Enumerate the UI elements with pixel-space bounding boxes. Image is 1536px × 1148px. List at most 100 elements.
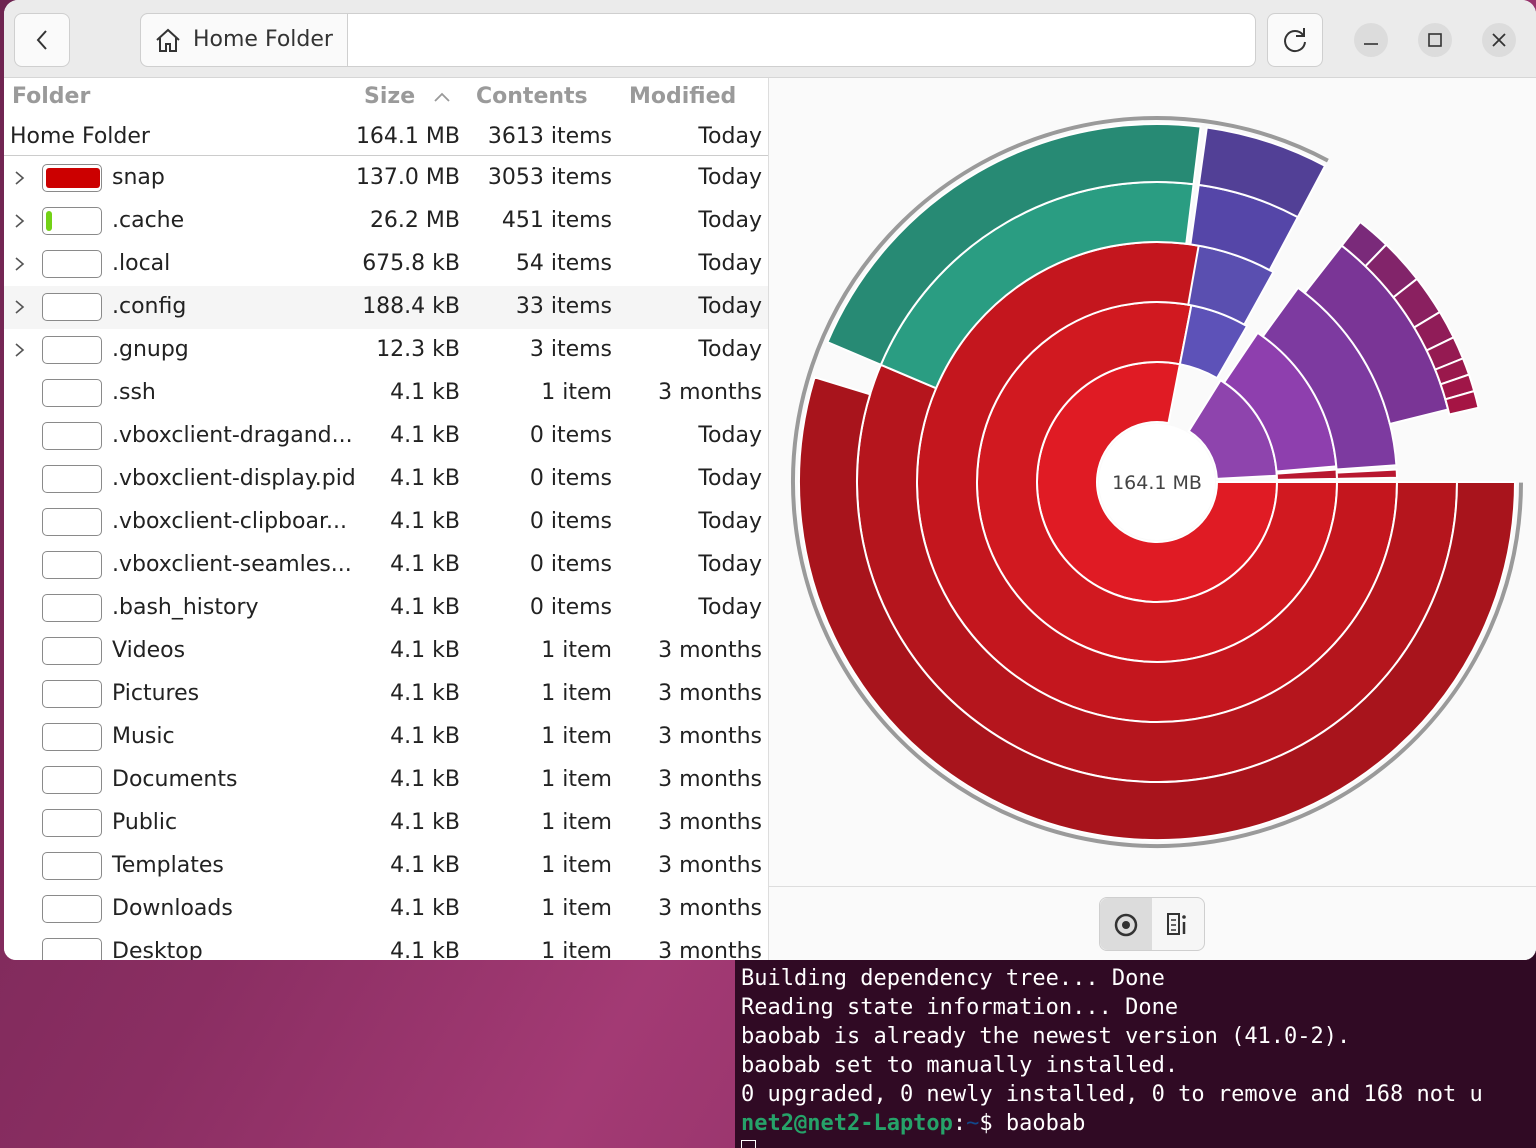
row-size: 4.1 kB (390, 896, 460, 921)
row-contents: 1 item (541, 896, 612, 921)
row-size: 4.1 kB (390, 939, 460, 960)
prompt-path: ~ (966, 1111, 980, 1136)
row-modified: Today (698, 466, 762, 491)
usage-bar (42, 637, 102, 665)
usage-fill (46, 211, 52, 231)
home-crumb[interactable]: Home Folder (140, 13, 348, 67)
back-button[interactable] (14, 13, 70, 67)
row-modified: 3 months (658, 638, 762, 663)
row-name: .ssh (112, 380, 156, 405)
row-modified: 3 months (658, 681, 762, 706)
row-modified: Today (698, 509, 762, 534)
home-icon (156, 28, 180, 52)
row-contents: 0 items (529, 466, 612, 491)
sunburst-segment[interactable] (798, 376, 1517, 841)
usage-fill (46, 168, 100, 188)
expander[interactable] (10, 297, 30, 317)
location-bar[interactable]: Home Folder (140, 13, 1256, 67)
sort-arrow (434, 92, 450, 102)
usage-bar (42, 551, 102, 579)
expander[interactable] (10, 340, 30, 360)
row-size: 137.0 MB (355, 165, 460, 190)
sunburst-segment[interactable] (1363, 243, 1419, 299)
prompt-user: net2@net2-Laptop (741, 1111, 953, 1136)
sunburst-segment[interactable] (1433, 357, 1471, 386)
row-name: snap (112, 165, 165, 190)
center-hole (1099, 424, 1215, 540)
usage-bar (42, 723, 102, 751)
outer-ring (791, 116, 1523, 848)
row-modified: 3 months (658, 810, 762, 835)
treemap-view-button[interactable] (1152, 898, 1204, 950)
refresh-icon (1284, 28, 1306, 53)
row-contents: 1 item (541, 681, 612, 706)
row-contents: 1 item (541, 810, 612, 835)
terminal-line: 0 upgraded, 0 newly installed, 0 to remo… (741, 1082, 1483, 1107)
chart-view-button[interactable] (1100, 898, 1152, 950)
maximize-button[interactable] (1418, 23, 1452, 57)
row-name: Downloads (112, 896, 233, 921)
rings-icon (1114, 913, 1138, 937)
expander[interactable] (10, 211, 30, 231)
row-size: 675.8 kB (362, 251, 460, 276)
sunburst-segment[interactable] (1197, 126, 1327, 219)
row-name: .vboxclient-dragand... (112, 423, 353, 448)
usage-bar (42, 809, 102, 837)
usage-bar (42, 465, 102, 493)
row-modified: 3 months (658, 896, 762, 921)
usage-bar (42, 594, 102, 622)
refresh-button[interactable] (1267, 13, 1323, 67)
row-name: .bash_history (112, 595, 259, 620)
location-label: Home Folder (193, 27, 333, 52)
row-size: 4.1 kB (390, 853, 460, 878)
row-contents: 1 item (541, 638, 612, 663)
terminal-line: Building dependency tree... Done (741, 966, 1165, 991)
view-switcher (1099, 897, 1205, 951)
row-size: 4.1 kB (390, 380, 460, 405)
folder-list: Folder Size Contents Modified Home Folder 164… (4, 78, 769, 960)
terminal-prompt: net2@net2-Laptop:~$ baobab (741, 1109, 1085, 1138)
row-contents: 1 item (541, 939, 612, 960)
sunburst-segment[interactable] (1391, 277, 1442, 329)
row-size: 26.2 MB (369, 208, 460, 233)
row-contents: 33 items (515, 294, 612, 319)
row-contents: 0 items (529, 552, 612, 577)
row-modified: 3 months (658, 380, 762, 405)
row-size: 12.3 kB (376, 337, 460, 362)
sunburst-chart: 164.1 MB (791, 116, 1523, 848)
row-name: Desktop (112, 939, 203, 960)
sunburst-segment[interactable] (1412, 310, 1455, 352)
minimize-button[interactable] (1354, 23, 1388, 57)
center-label: 164.1 MB (1112, 472, 1202, 494)
back-icon (36, 30, 47, 50)
row-name: .vboxclient-display.pid (112, 466, 356, 491)
total-name: Home Folder (10, 124, 150, 149)
usage-bar (42, 207, 102, 235)
row-name: Templates (112, 853, 224, 878)
row-size: 4.1 kB (390, 423, 460, 448)
row-name: Videos (112, 638, 186, 663)
row-contents: 0 items (529, 509, 612, 534)
view-toolbar (769, 886, 1536, 960)
row-modified: Today (698, 251, 762, 276)
terminal-line: baobab is already the newest version (41… (741, 1024, 1351, 1049)
row-size: 188.4 kB (362, 294, 460, 319)
expander[interactable] (10, 254, 30, 274)
row-size: 4.1 kB (390, 552, 460, 577)
expander[interactable] (10, 168, 30, 188)
baobab-window: Home Folder Folder Size Contents Modified Ho… (4, 0, 1536, 960)
sunburst-segment[interactable] (826, 123, 1202, 367)
sunburst-segment[interactable] (1444, 389, 1480, 416)
terminal-line: baobab set to manually installed. (741, 1053, 1179, 1078)
sunburst-segment[interactable] (1335, 468, 1398, 480)
row-size: 4.1 kB (390, 595, 460, 620)
row-modified: 3 months (658, 939, 762, 960)
chart-panel: 164.1 MB (769, 78, 1536, 960)
total-modified: Today (698, 124, 762, 149)
row-contents: 1 item (541, 767, 612, 792)
total-contents: 3613 items (487, 124, 612, 149)
usage-bar (42, 336, 102, 364)
usage-bar (42, 766, 102, 794)
prompt-command: $ baobab (979, 1111, 1086, 1136)
